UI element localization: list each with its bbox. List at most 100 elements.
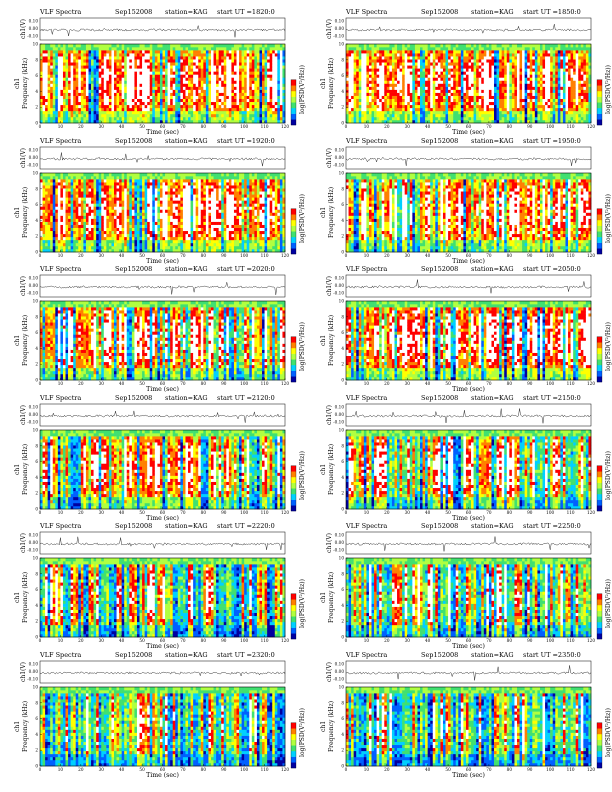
spectrogram-cell bbox=[83, 53, 87, 57]
y-tick-label: 8 bbox=[35, 57, 38, 62]
spectrogram-cell bbox=[478, 71, 482, 75]
waveform-tick-label: 0.10 bbox=[29, 19, 39, 24]
spectrogram-cell bbox=[147, 110, 151, 115]
spectrogram-cell bbox=[226, 104, 230, 109]
spectrogram-cell bbox=[221, 68, 225, 72]
spectrogram-cell bbox=[165, 104, 168, 109]
spectrogram-cell bbox=[154, 62, 158, 66]
spectrogram-cell bbox=[399, 101, 403, 106]
spectrogram-cell bbox=[353, 89, 357, 93]
spectrogram-cell bbox=[353, 47, 357, 51]
spectrogram-cell bbox=[442, 80, 446, 84]
spectrogram-cell bbox=[45, 50, 48, 54]
spectrogram-cell bbox=[397, 59, 400, 63]
spectrogram-cell bbox=[430, 44, 434, 48]
spectrogram-cell bbox=[542, 113, 546, 118]
spectrogram-cell bbox=[407, 110, 411, 115]
spectrogram-cell bbox=[180, 113, 184, 118]
spectrogram-cell bbox=[91, 56, 94, 60]
spectrogram-cell bbox=[172, 92, 176, 96]
spectrogram-cell bbox=[351, 65, 354, 69]
spectrogram-cell bbox=[458, 71, 462, 75]
spectrogram-cell bbox=[254, 89, 258, 93]
spectrogram-cell bbox=[91, 80, 94, 84]
spectrogram-cell bbox=[282, 104, 286, 109]
spectrogram-cell bbox=[241, 113, 245, 118]
spectrogram-cell bbox=[522, 80, 525, 84]
spectrogram-cell bbox=[361, 53, 365, 57]
spectrogram-cell bbox=[149, 74, 153, 78]
spectrogram-cell bbox=[532, 50, 536, 54]
spectrogram-cell bbox=[409, 86, 413, 90]
spectrogram-cell bbox=[565, 56, 569, 60]
spectrogram-cell bbox=[272, 119, 276, 124]
spectrogram-cell bbox=[514, 119, 518, 124]
spectrogram-cell bbox=[537, 89, 541, 93]
spectrogram-cell bbox=[529, 62, 533, 66]
spectrogram-cell bbox=[366, 107, 370, 112]
spectrogram-cell bbox=[384, 56, 388, 60]
spectrogram-cell bbox=[496, 53, 500, 57]
spectrogram-cell bbox=[550, 44, 554, 48]
spectrogram-cell bbox=[236, 47, 240, 51]
spectrogram-cell bbox=[83, 95, 87, 99]
spectrogram-cell bbox=[430, 74, 434, 78]
spectrogram-cell bbox=[504, 101, 508, 106]
spectrogram-cell bbox=[134, 86, 138, 90]
spectrogram-cell bbox=[552, 44, 556, 48]
spectrogram-cell bbox=[550, 86, 554, 90]
spectrogram-cell bbox=[420, 47, 423, 51]
spectrogram-cell bbox=[136, 56, 140, 60]
spectrogram-cell bbox=[40, 110, 43, 115]
spectrogram-cell bbox=[262, 50, 265, 54]
spectrogram-cell bbox=[481, 50, 485, 54]
spectrogram-cell bbox=[542, 77, 546, 81]
spectrogram-cell bbox=[282, 113, 286, 118]
spectrogram-cell bbox=[511, 116, 515, 121]
spectrogram-cell bbox=[368, 104, 372, 109]
spectrogram-cell bbox=[539, 74, 543, 78]
spectrogram-cell bbox=[221, 71, 225, 75]
spectrogram-cell bbox=[62, 89, 66, 93]
spectrogram-cell bbox=[282, 98, 286, 103]
spectrogram-cell bbox=[391, 47, 395, 51]
spectrogram-cell bbox=[420, 113, 423, 118]
spectrogram-cell bbox=[476, 92, 480, 96]
spectrogram-cell bbox=[539, 110, 543, 115]
spectrogram-cell bbox=[397, 71, 400, 75]
spectrogram-cell bbox=[213, 119, 217, 124]
spectrogram-cell bbox=[483, 95, 487, 99]
spectrogram-cell bbox=[488, 62, 492, 66]
spectrogram-cell bbox=[529, 98, 533, 103]
spectrogram-cell bbox=[131, 56, 135, 60]
spectrogram-cell bbox=[534, 119, 538, 124]
spectrogram-cell bbox=[45, 77, 48, 81]
spectrogram-cell bbox=[358, 59, 362, 63]
spectrogram-cell bbox=[264, 59, 268, 63]
spectrogram-cell bbox=[514, 98, 518, 103]
spectrogram-cell bbox=[570, 116, 574, 121]
spectrogram-cell bbox=[442, 107, 446, 112]
spectrogram-cell bbox=[70, 71, 74, 75]
spectrogram-cell bbox=[126, 107, 130, 112]
spectrogram-cell bbox=[218, 56, 222, 60]
spectrogram-cell bbox=[80, 101, 84, 106]
spectrogram-cell bbox=[453, 101, 457, 106]
spectrogram-cell bbox=[254, 113, 258, 118]
spectrogram-cell bbox=[404, 92, 408, 96]
spectrogram-cell bbox=[277, 62, 281, 66]
spectrogram-cell bbox=[501, 80, 505, 84]
spectrogram-cell bbox=[537, 50, 541, 54]
spectrogram-cell bbox=[131, 95, 135, 99]
spectrogram-cell bbox=[570, 44, 574, 48]
spectrogram-cell bbox=[40, 101, 43, 106]
spectrogram-cell bbox=[455, 113, 459, 118]
spectrogram-cell bbox=[200, 116, 204, 121]
spectrogram-cell bbox=[368, 86, 372, 90]
spectrogram-cell bbox=[412, 59, 416, 63]
spectrogram-cell bbox=[213, 110, 217, 115]
spectrogram-cell bbox=[394, 83, 398, 87]
spectrogram-cell bbox=[233, 83, 237, 87]
spectrogram-cell bbox=[465, 92, 469, 96]
spectrogram-cell bbox=[185, 83, 189, 87]
